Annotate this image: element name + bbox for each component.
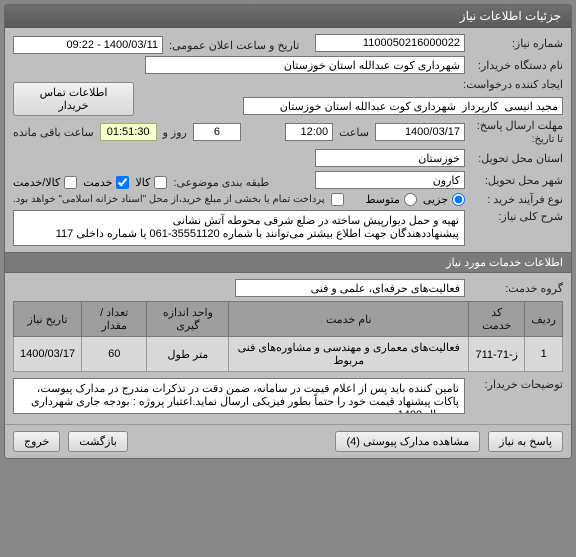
rb-minor-item[interactable]: جزیی [423,193,465,206]
time-label: ساعت [339,126,369,139]
classify-label: طبقه بندی موضوعی: [173,176,269,189]
back-button[interactable]: بازگشت [68,431,128,452]
cb-service-label: خدمت [83,176,112,189]
days-label: روز و [163,126,187,139]
service-group-label: گروه خدمت: [471,282,563,295]
table-header-row: ردیفکد خدمتنام خدمتواحد اندازه گیریتعداد… [14,302,563,337]
days-input[interactable] [193,123,241,141]
cb-goods-item[interactable]: کالا [135,176,167,189]
pay-note: پرداخت تمام یا بخشی از مبلغ خرید،از محل … [13,194,325,205]
public-announce-input[interactable] [13,36,163,54]
cb-goods[interactable] [154,176,167,189]
need-no-label: شماره نیاز: [471,37,563,50]
buyer-contact-button[interactable]: اطلاعات تماس خریدار [13,82,134,116]
need-details-panel: جزئیات اطلاعات نیاز شماره نیاز: تاریخ و … [4,4,572,459]
panel-body: شماره نیاز: تاریخ و ساعت اعلان عمومی: نا… [5,28,571,424]
deadline-time-input[interactable] [285,123,333,141]
services-table: ردیفکد خدمتنام خدمتواحد اندازه گیریتعداد… [13,301,563,372]
remaining-timer: 01:51:30 [100,123,157,141]
cb-both-label: کالا/خدمت [13,176,60,189]
creator-label: ایجاد کننده درخواست: [463,78,563,91]
buyer-notes-textarea[interactable] [13,378,465,414]
buyer-org-input[interactable] [145,56,465,74]
exit-button[interactable]: خروج [13,431,60,452]
cb-goods-label: کالا [135,176,150,189]
cb-both[interactable] [64,176,77,189]
purchase-process-label: نوع فرآیند خرید : [471,193,563,206]
desc-textarea[interactable] [13,210,465,246]
table-col-header: ردیف [525,302,563,337]
rb-medium-label: متوسط [365,193,400,206]
table-row[interactable]: 1ز-71-711فعالیت‌های معماری و مهندسی و مش… [14,337,563,372]
table-col-header: تعداد / مقدار [82,302,147,337]
rb-minor-label: جزیی [423,193,448,206]
table-col-header: نام خدمت [229,302,469,337]
buyer-notes-label: توضیحات خریدار: [471,378,563,391]
cb-service[interactable] [116,176,129,189]
cb-both-item[interactable]: کالا/خدمت [13,176,77,189]
panel-title: جزئیات اطلاعات نیاز [460,9,561,23]
service-group-input[interactable] [235,279,465,297]
respond-button[interactable]: پاسخ به نیاز [488,431,563,452]
public-announce-label: تاریخ و ساعت اعلان عمومی: [169,39,299,52]
delivery-state-input[interactable] [315,149,465,167]
cb-treasury[interactable] [331,193,344,206]
footer-buttons: خروج بازگشت مشاهده مدارک پیوستی (4) پاسخ… [5,424,571,458]
deadline-label: مهلت ارسال پاسخ: [471,119,563,132]
until-label: تا تاریخ: [471,134,563,145]
table-col-header: کد خدمت [469,302,525,337]
panel-header: جزئیات اطلاعات نیاز [5,5,571,28]
attachments-button[interactable]: مشاهده مدارک پیوستی (4) [335,431,480,452]
table-cell: 1 [525,337,563,372]
delivery-city-label: شهر محل تحویل: [471,174,563,187]
desc-label: شرح کلی نیاز: [471,210,563,223]
table-col-header: تاریخ نیاز [14,302,82,337]
rb-medium-item[interactable]: متوسط [365,193,417,206]
delivery-state-label: استان محل تحویل: [471,152,563,165]
section-services-title: اطلاعات خدمات مورد نیاز [5,252,571,273]
table-col-header: واحد اندازه گیری [147,302,229,337]
delivery-city-input[interactable] [315,171,465,189]
table-cell: 1400/03/17 [14,337,82,372]
buyer-org-label: نام دستگاه خریدار: [471,59,563,72]
table-cell: فعالیت‌های معماری و مهندسی و مشاوره‌های … [229,337,469,372]
deadline-date-input[interactable] [375,123,465,141]
table-body: 1ز-71-711فعالیت‌های معماری و مهندسی و مش… [14,337,563,372]
creator-input[interactable] [243,97,563,115]
need-no-input[interactable] [315,34,465,52]
rb-medium[interactable] [404,193,417,206]
table-cell: 60 [82,337,147,372]
table-cell: متر طول [147,337,229,372]
remain-label: ساعت باقی مانده [13,126,94,139]
cb-service-item[interactable]: خدمت [83,176,129,189]
rb-minor[interactable] [452,193,465,206]
table-cell: ز-71-711 [469,337,525,372]
